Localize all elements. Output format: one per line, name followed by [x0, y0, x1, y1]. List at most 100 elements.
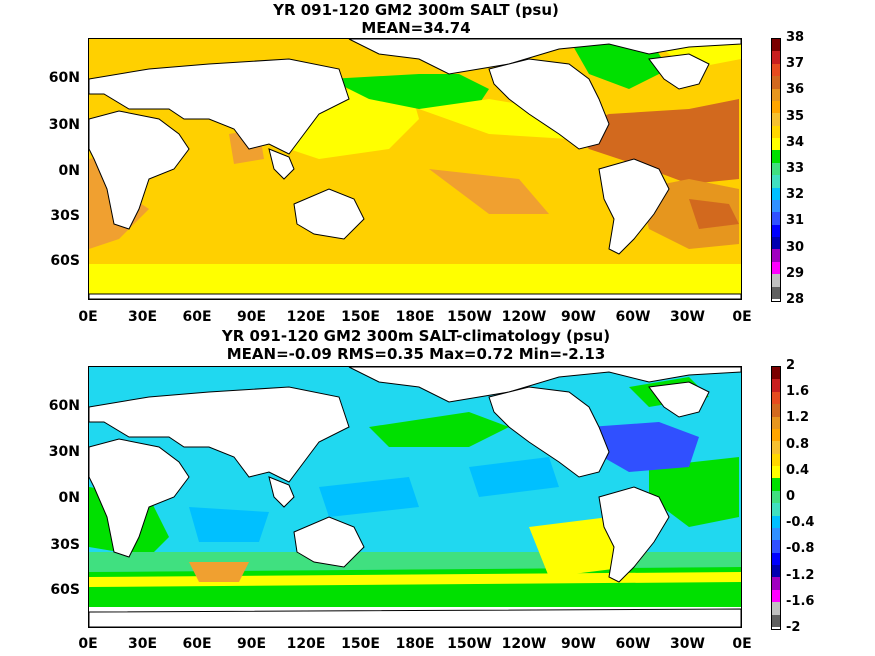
colorbar-segment	[772, 212, 780, 225]
panel1-lon-label: 90E	[236, 309, 267, 325]
colorbar-segment	[772, 589, 780, 603]
panel1-map	[88, 38, 742, 300]
panel2-lon-label: 0E	[78, 636, 98, 652]
colorbar-segment	[772, 162, 780, 176]
colorbar-segment	[772, 540, 780, 553]
panel2-map	[88, 366, 742, 628]
panel2-lon-label: 30W	[670, 636, 705, 652]
panel2-colorbar-label: 0.8	[786, 436, 810, 452]
colorbar-segment	[772, 261, 780, 275]
colorbar-segment	[772, 187, 780, 200]
colorbar-segment	[772, 490, 780, 504]
panel2-colorbar-label: 1.2	[786, 410, 810, 426]
colorbar-segment	[772, 565, 780, 578]
panel2-lon-label: 90E	[236, 636, 267, 652]
colorbar-segment	[772, 51, 780, 64]
panel2-map-svg	[89, 367, 741, 627]
colorbar-segment	[772, 515, 780, 528]
panel2-lat-label: 30S	[50, 537, 80, 553]
panel2-colorbar-label: -2	[786, 620, 801, 635]
panel1-lat-label: 60N	[48, 70, 80, 86]
panel1-lon-label: 0E	[78, 309, 98, 325]
colorbar-segment	[772, 453, 780, 466]
panel1-lon-label: 120W	[501, 309, 547, 325]
colorbar-segment	[772, 602, 780, 615]
panel1-colorbar-label: 35	[786, 108, 805, 124]
panel1-colorbar-label: 32	[786, 187, 805, 203]
colorbar-segment	[772, 199, 780, 213]
panel2-lon-label: 150W	[447, 636, 492, 652]
panel1-lon-label: 30W	[670, 309, 705, 325]
panel2-colorbar-label: 2	[786, 358, 796, 373]
colorbar-segment	[772, 138, 780, 151]
panel2-lon-label: 120W	[501, 636, 547, 652]
colorbar-segment	[772, 577, 780, 590]
colorbar-segment	[772, 614, 780, 627]
panel2-colorbar-label: -0.8	[786, 541, 815, 557]
colorbar-segment	[772, 552, 780, 565]
colorbar-segment	[772, 367, 780, 380]
panel1-lon-label: 60W	[615, 309, 651, 325]
colorbar-segment	[772, 428, 780, 442]
colorbar-segment	[772, 286, 780, 299]
colorbar-segment	[772, 39, 780, 52]
panel1-colorbar	[771, 38, 781, 302]
colorbar-segment	[772, 416, 780, 429]
colorbar-segment	[772, 125, 780, 138]
colorbar-segment	[772, 379, 780, 392]
colorbar-segment	[772, 404, 780, 417]
panel2-title: YR 091-120 GM2 300m SALT-climatology (ps…	[221, 327, 611, 345]
panel1-colorbar-label: 31	[786, 213, 805, 229]
panel2-lat-label: 30N	[48, 444, 80, 460]
colorbar-segment	[772, 175, 780, 188]
panel2-colorbar-label: -0.4	[786, 515, 815, 531]
panel1-lat-label: 60S	[50, 253, 80, 269]
panel1-colorbar-label: 30	[786, 239, 805, 255]
colorbar-segment	[772, 274, 780, 287]
panel2-subtitle: MEAN=-0.09 RMS=0.35 Max=0.72 Min=-2.13	[226, 345, 606, 363]
panel1-title: YR 091-120 GM2 300m SALT (psu)	[273, 1, 559, 19]
panel1-colorbar-label: 36	[786, 82, 805, 98]
panel1-lon-label: 0E	[732, 309, 752, 325]
panel2-colorbar-label: 0	[786, 489, 796, 504]
colorbar-segment	[772, 100, 780, 114]
colorbar-segment	[772, 391, 780, 405]
colorbar-segment	[772, 503, 780, 516]
panel2-colorbar-label: 0.4	[786, 462, 810, 478]
panel1-colorbar-label: 28	[786, 292, 805, 307]
panel1-colorbar-label: 37	[786, 56, 805, 72]
panel2-lat-label: 60S	[50, 582, 80, 598]
colorbar-segment	[772, 237, 780, 250]
panel1-colorbar-label: 38	[786, 30, 805, 45]
panel1-lon-label: 60E	[182, 309, 212, 325]
panel2-lon-label: 120E	[286, 636, 326, 652]
panel1-lat-label: 30N	[48, 117, 80, 133]
colorbar-segment	[772, 88, 780, 101]
colorbar-segment	[772, 466, 780, 479]
panel1-lon-label: 30E	[127, 309, 158, 325]
panel1-colorbar-label: 34	[786, 134, 805, 150]
panel2-lon-label: 90W	[561, 636, 596, 652]
panel2-lon-label: 0E	[732, 636, 752, 652]
colorbar-segment	[772, 441, 780, 454]
colorbar-segment	[772, 249, 780, 262]
panel2-colorbar-label: -1.2	[786, 567, 815, 583]
panel1-lat-label: 0N	[58, 163, 80, 179]
colorbar-segment	[772, 527, 780, 541]
panel1-lon-label: 150W	[447, 309, 492, 325]
colorbar-segment	[772, 63, 780, 77]
colorbar-segment	[772, 150, 780, 163]
panel1-lon-label: 180E	[395, 309, 435, 325]
panel1-lon-label: 90W	[561, 309, 596, 325]
panel1-colorbar-label: 33	[786, 161, 805, 176]
panel2-lon-label: 60E	[182, 636, 212, 652]
panel2-lat-label: 60N	[48, 398, 80, 414]
panel1-subtitle: MEAN=34.74	[361, 19, 471, 37]
panel2-lon-label: 60W	[615, 636, 651, 652]
colorbar-segment	[772, 478, 780, 491]
panel2-lon-label: 30E	[127, 636, 158, 652]
panel1-lon-label: 150E	[341, 309, 380, 325]
panel2-colorbar-label: 1.6	[786, 384, 810, 400]
panel2-colorbar-label: -1.6	[786, 593, 815, 609]
panel2-colorbar	[771, 366, 781, 630]
